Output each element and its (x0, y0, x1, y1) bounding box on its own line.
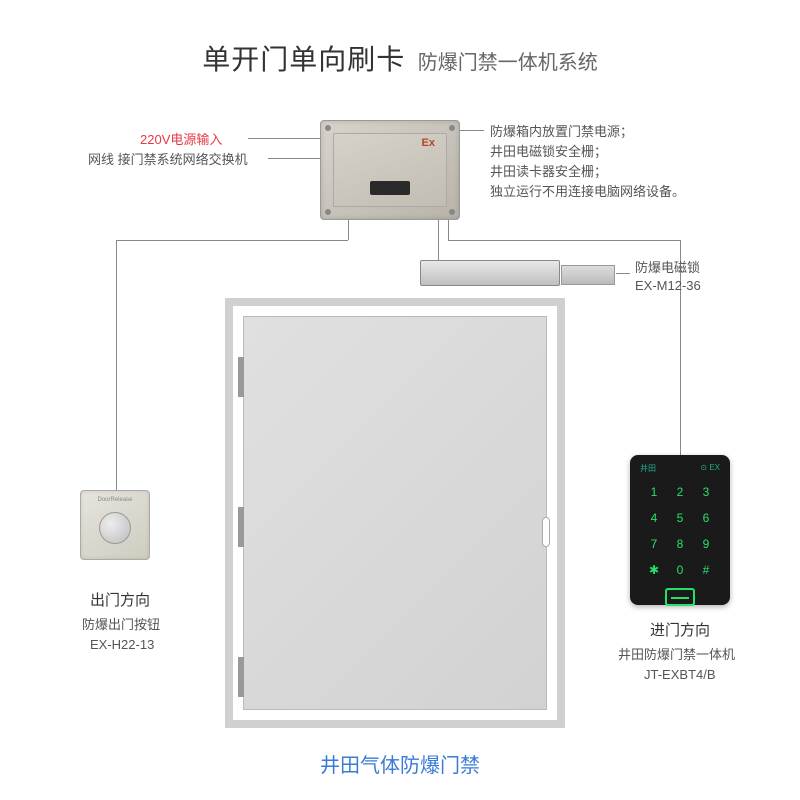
exit-model: EX-H22-13 (90, 635, 154, 655)
wire-maglock-label (616, 273, 630, 274)
box-desc-4: 独立运行不用连接电脑网络设备。 (490, 182, 685, 202)
title-sub: 防爆门禁一体机系统 (418, 52, 598, 74)
keypad-grid: 1 2 3 4 5 6 7 8 9 ✱ 0 # (638, 478, 722, 584)
door-handle (542, 517, 550, 547)
wire-box-down-l (348, 220, 349, 240)
keypad-brand-right: ⊙ EX (700, 463, 720, 474)
wire-box-desc (460, 130, 484, 131)
wire-reader-h (448, 240, 680, 241)
keypad-key: 6 (696, 508, 716, 528)
network-label: 网线 接门禁系统网络交换机 (88, 150, 248, 170)
door (243, 316, 547, 710)
keypad-key: # (696, 560, 716, 580)
keypad-key: 4 (644, 508, 664, 528)
keypad-key: 9 (696, 534, 716, 554)
reader-label: 井田防爆门禁一体机 (618, 645, 735, 665)
keypad-key: 3 (696, 482, 716, 502)
keypad-key: 2 (670, 482, 690, 502)
reader-model: JT-EXBT4/B (644, 665, 716, 685)
exit-plate-text: DoorRelease (81, 497, 149, 503)
footer-caption: 井田气体防爆门禁 (0, 749, 800, 778)
exit-button-device: DoorRelease (80, 490, 150, 560)
wire-to-exit-v (116, 240, 117, 490)
wire-power (248, 138, 320, 139)
keypad-brand-left: 井田 (640, 463, 656, 474)
exit-label: 防爆出门按钮 (82, 615, 160, 635)
keypad-reader: 井田 ⊙ EX 1 2 3 4 5 6 7 8 9 ✱ 0 # (630, 455, 730, 605)
enter-direction: 进门方向 (650, 620, 710, 643)
keypad-key: ✱ (644, 560, 664, 580)
box-desc-2: 井田电磁锁安全栅； (490, 142, 607, 162)
exit-button-circle (99, 512, 131, 544)
keypad-key: 5 (670, 508, 690, 528)
box-desc-1: 防爆箱内放置门禁电源； (490, 122, 633, 142)
title: 单开门单向刷卡 防爆门禁一体机系统 (0, 38, 800, 78)
electromagnetic-lock (420, 260, 560, 286)
power-input-label: 220V电源输入 (140, 130, 222, 150)
control-box: Ex (320, 120, 460, 220)
keypad-key: 8 (670, 534, 690, 554)
card-slot-icon (665, 588, 695, 606)
keypad-key: 7 (644, 534, 664, 554)
title-main: 单开门单向刷卡 (202, 44, 405, 75)
box-desc-3: 井田读卡器安全栅； (490, 162, 607, 182)
maglock-model: EX-M12-36 (635, 276, 701, 296)
wire-network (268, 158, 320, 159)
exit-direction: 出门方向 (90, 590, 150, 613)
ex-marking: Ex (422, 137, 435, 149)
wire-maglock (438, 220, 439, 260)
maglock-label: 防爆电磁锁 (635, 258, 700, 278)
wire-reader-1 (448, 220, 449, 240)
wire-to-exit-h (116, 240, 348, 241)
keypad-key: 1 (644, 482, 664, 502)
door-frame (225, 298, 565, 728)
keypad-key: 0 (670, 560, 690, 580)
